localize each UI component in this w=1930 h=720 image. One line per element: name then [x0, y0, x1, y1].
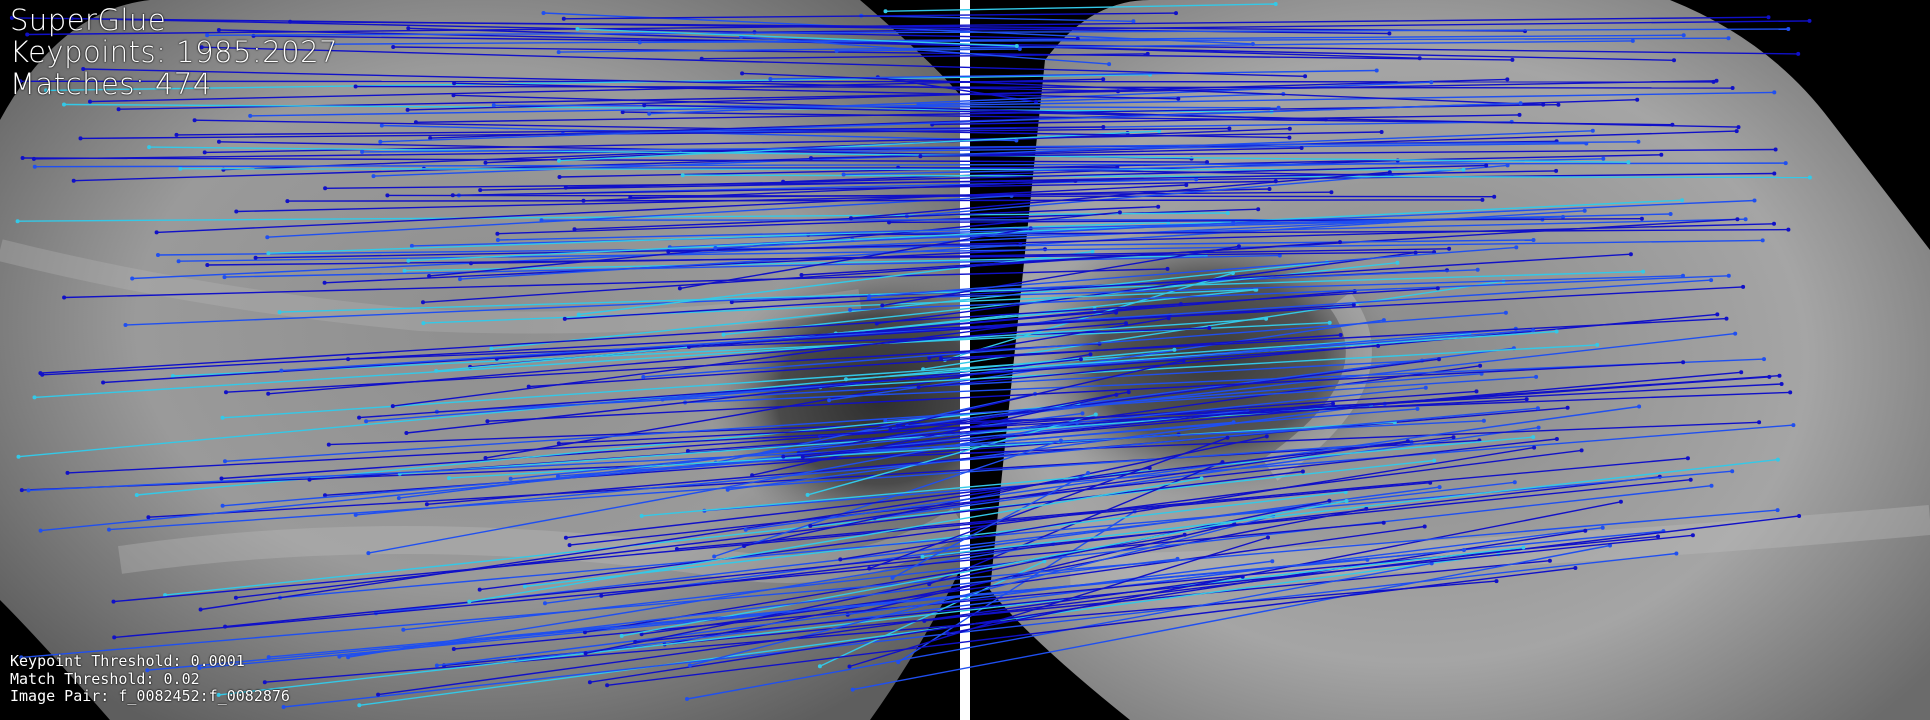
right-image-canvas: [970, 0, 1930, 720]
image-divider: [960, 0, 970, 720]
match-threshold-line: Match Threshold: 0.02: [10, 669, 290, 689]
keypoints-value: 1985:2027: [176, 35, 339, 69]
matches-value: 474: [154, 67, 212, 101]
keypoints-line: Keypoints: 1985:2027: [10, 36, 338, 68]
right-lumen-shadow: [1020, 220, 1400, 500]
matches-line: Matches: 474: [10, 68, 338, 100]
image-pair-label: Image Pair:: [10, 687, 110, 705]
keypoint-threshold-value: 0.0001: [190, 652, 245, 670]
match-threshold-value: 0.02: [163, 669, 200, 688]
method-title: SuperGlue: [10, 3, 167, 37]
keypoint-threshold-line: Keypoint Threshold: 0.0001: [10, 652, 290, 671]
image-pair-line: Image Pair: f_0082452:f_0082876: [10, 687, 290, 706]
left-image-canvas: [0, 0, 960, 720]
keypoints-label: Keypoints:: [10, 35, 167, 69]
matches-label: Matches:: [10, 67, 146, 101]
bottom-left-info: Keypoint Threshold: 0.0001 Match Thresho…: [10, 652, 290, 706]
left-endoscopy-image: [0, 0, 960, 720]
match-threshold-label: Match Threshold:: [10, 669, 155, 688]
top-left-info: SuperGlue Keypoints: 1985:2027 Matches: …: [10, 4, 338, 100]
image-pair-value: f_0082452:f_0082876: [118, 687, 290, 705]
right-endoscopy-image: [970, 0, 1930, 720]
keypoint-threshold-label: Keypoint Threshold:: [10, 652, 182, 670]
